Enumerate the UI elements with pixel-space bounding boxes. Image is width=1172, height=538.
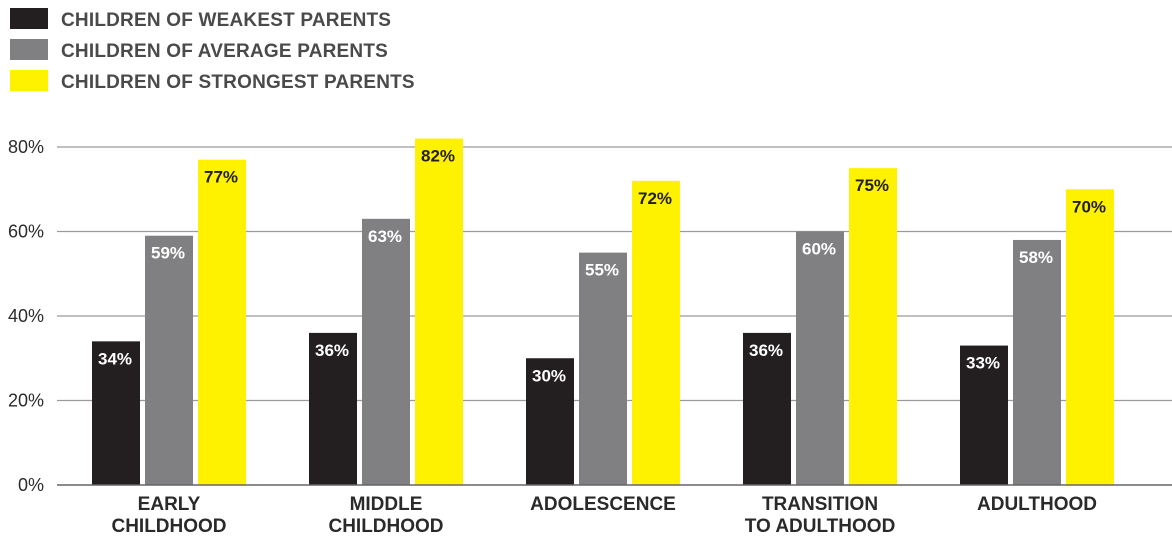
legend-label-2: CHILDREN OF AVERAGE PARENTS [61,41,388,62]
bar-value-label: 82% [421,147,455,166]
bar-value-label: 77% [204,168,238,187]
bar-value-label: 33% [966,354,1000,373]
bar-value-label: 60% [802,240,836,259]
x-category-label: ADOLESCENCE [530,494,676,515]
legend-label-1: CHILDREN OF WEAKEST PARENTS [61,10,391,31]
bar-value-label: 55% [585,261,619,280]
legend: CHILDREN OF WEAKEST PARENTS CHILDREN OF A… [10,8,415,93]
y-tick-label: 60% [8,222,44,242]
x-category-label: MIDDLE [350,494,423,515]
y-axis: 0% 20% 40% 60% 80% [8,137,44,495]
bar-series1-4 [743,332,791,485]
x-axis: EARLYCHILDHOODMIDDLECHILDHOODADOLESCENCE… [57,484,1172,537]
bar-group-4: 36% 60% 75% [743,168,897,485]
bar-series1-1 [92,341,140,485]
legend-label-3: CHILDREN OF STRONGEST PARENTS [61,72,415,93]
bar-group-1: 34% 59% 77% [92,159,246,486]
bar-value-label: 63% [368,227,402,246]
bar-series1-5 [960,345,1008,485]
legend-swatch-1 [10,8,48,29]
y-tick-label: 0% [18,475,44,495]
bar-series2-4 [796,231,844,485]
legend-swatch-3 [10,70,48,91]
bar-group-2: 36% 63% 82% [309,138,463,486]
bars: 34% 59% 77% 36% 63% 82% 30% 55% 72% 36% 60% 75% 33% 5… [92,138,1114,486]
bar-value-label: 72% [638,189,672,208]
bar-series3-4 [849,168,897,485]
x-category-label: TO ADULTHOOD [745,516,896,533]
bar-value-label: 75% [855,176,889,195]
bar-group-3: 30% 55% 72% [526,180,680,486]
x-category-label: TRANSITION [762,494,878,515]
y-tick-label: 40% [8,306,44,326]
x-category-label: CHILDHOOD [111,516,226,533]
bar-value-label: 70% [1072,197,1106,216]
y-tick-label: 20% [8,391,44,411]
bar-series3-3 [632,180,680,486]
bar-series2-5 [1013,239,1061,485]
bar-series1-2 [309,332,357,485]
bar-series2-1 [145,235,193,485]
x-category-label: EARLY [138,494,201,515]
y-tick-label: 80% [8,137,44,157]
bar-group-5: 33% 58% 70% [960,189,1114,485]
bar-series3-5 [1066,189,1114,485]
x-category-label: CHILDHOOD [328,516,443,533]
legend-swatch-2 [10,39,48,60]
bar-value-label: 34% [98,349,132,368]
bar-value-label: 58% [1019,248,1053,267]
bar-series2-3 [579,252,627,485]
bar-series2-2 [362,218,410,485]
bar-value-label: 59% [151,244,185,263]
x-category-label: ADULTHOOD [977,494,1097,515]
bar-series3-1 [198,159,246,486]
bar-series3-2 [415,138,463,486]
bar-value-label: 36% [749,341,783,360]
bar-value-label: 36% [315,341,349,360]
bar-series1-3 [526,358,574,485]
bar-value-label: 30% [532,366,566,385]
